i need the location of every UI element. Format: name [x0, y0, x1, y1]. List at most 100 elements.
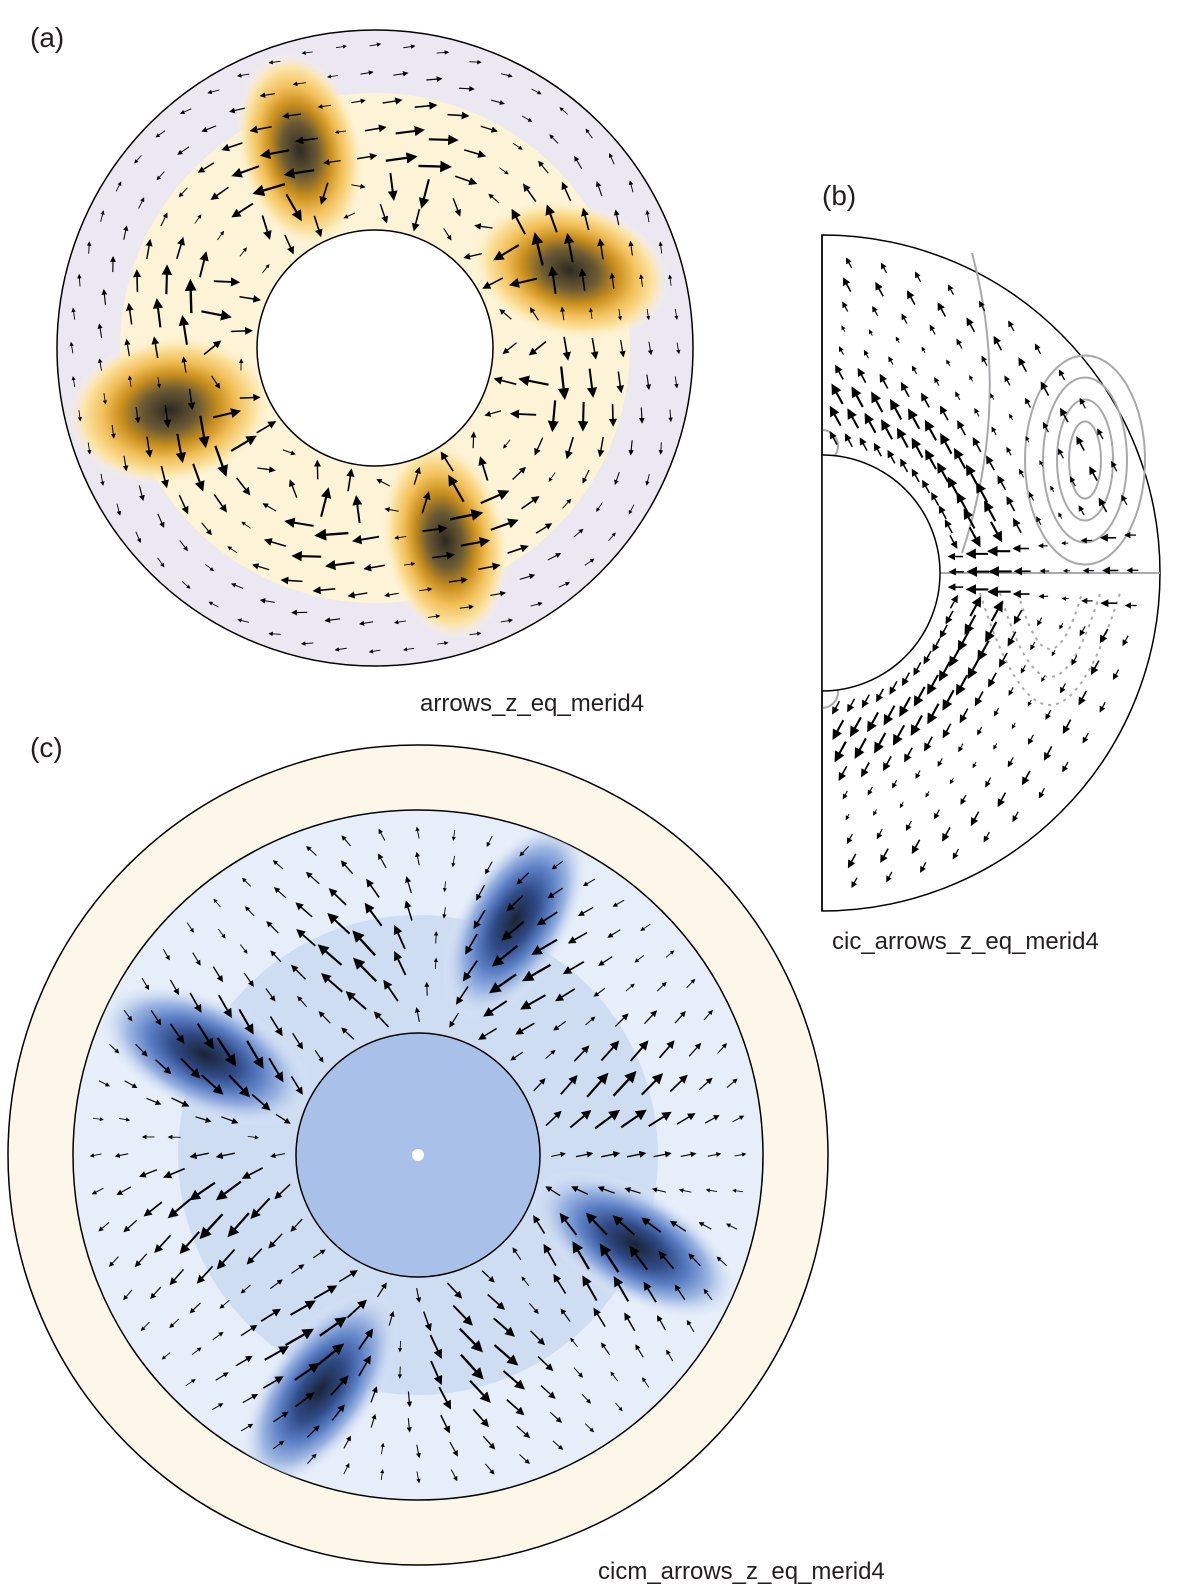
- panel-c-arrow: [192, 952, 201, 966]
- panel-a-arrow: [221, 142, 243, 152]
- panel-a-arrow: [645, 473, 650, 486]
- panel-c-arrow: [481, 1270, 495, 1283]
- panel-c-arrow: [215, 1152, 236, 1160]
- panel-a-arrow: [588, 307, 594, 320]
- panel-a-arrow: [490, 518, 519, 531]
- panel-c-arrow: [376, 1282, 387, 1298]
- panel-c-arrow: [452, 1304, 473, 1326]
- panel-c-arrow: [180, 1057, 201, 1079]
- panel-c-arrow: [330, 1375, 349, 1396]
- panel-c-arrow: [404, 900, 413, 921]
- panel-a-arrow: [469, 631, 482, 636]
- panel-b-arrow: [960, 794, 967, 805]
- panel-c-arrow: [139, 1169, 158, 1178]
- panel-a-arrow: [283, 167, 315, 179]
- panel-c-arrow: [680, 1151, 697, 1158]
- panel-a-arrow: [509, 409, 537, 419]
- panel-a-arrow: [578, 268, 587, 291]
- panel-c-arrow: [339, 1270, 358, 1283]
- panel-b-arrow: [1090, 660, 1100, 675]
- panel-a-arrow: [585, 128, 593, 139]
- panel-a-arrow: [668, 409, 673, 423]
- panel-a-arrow: [291, 550, 322, 562]
- panel-a-arrow: [160, 212, 168, 227]
- panel-c-arrow: [246, 1040, 264, 1069]
- panel-a-arrow: [511, 208, 527, 235]
- panel-c-arrow: [416, 1444, 421, 1459]
- panel-a-arrow: [77, 273, 82, 287]
- panel-c-arrow: [547, 887, 563, 899]
- panel-c-arrow: [269, 1016, 283, 1037]
- panel-b-arrow: [972, 761, 977, 769]
- panel-c-arrow: [251, 1093, 271, 1111]
- panel-c-arrow: [196, 1023, 214, 1050]
- panel-c-arrow: [216, 1248, 236, 1270]
- panel-a-arrow: [259, 92, 275, 98]
- panel-a-arrow: [549, 134, 559, 144]
- panel-b-arrow: [949, 777, 954, 785]
- panel-c-arrows: [89, 826, 747, 1484]
- panel-a-arrow: [156, 376, 162, 389]
- panel-b-arrow: [981, 355, 988, 366]
- panel-c-arrow: [612, 1070, 637, 1097]
- panel-c-arrow: [380, 1469, 385, 1481]
- panel-a-arrow: [548, 472, 556, 482]
- panel-b-arrow: [1069, 476, 1076, 487]
- panel-c-arrow: [397, 1366, 403, 1379]
- panel-b-arrow: [851, 877, 858, 889]
- panel-b-arrow: [993, 707, 1000, 717]
- panel-a-arrow: [335, 44, 347, 49]
- panel-a-arrow: [87, 442, 92, 455]
- panel-c-arrow: [529, 1330, 545, 1346]
- panel-a-arrow: [577, 401, 589, 432]
- panel-b-arrow: [927, 674, 939, 695]
- panel-c-arrow: [352, 930, 376, 957]
- panel-c-arrow: [607, 929, 621, 938]
- panel-c-arrow: [227, 1212, 250, 1238]
- panel-b-contour-left: [961, 252, 991, 554]
- panel-b-arrow: [945, 610, 954, 625]
- panel-c-arrow: [162, 948, 170, 961]
- panel-b-arrow: [901, 313, 908, 324]
- panel-a-arrow: [531, 88, 542, 95]
- panel-c-arrow: [555, 988, 576, 1002]
- panel-c-arrow: [91, 1187, 104, 1195]
- panel-a-arrow: [127, 375, 133, 387]
- panel-a-arrow: [262, 503, 277, 512]
- panel-b-arrow: [990, 393, 995, 400]
- panel-c-arrow: [598, 956, 613, 966]
- panel-a-arrow: [529, 307, 539, 321]
- panel-a-arrow: [628, 240, 634, 256]
- panel-c-arrow: [394, 951, 407, 976]
- panel-a-arrow: [639, 274, 644, 287]
- panel-c-arrow: [429, 1334, 442, 1359]
- panel-b-arrow: [963, 508, 976, 529]
- panel-c-arrow: [625, 983, 635, 992]
- panel-c-arrow: [593, 987, 606, 997]
- panel-b-arrow: [949, 535, 958, 549]
- panel-b-arrow: [1089, 466, 1098, 482]
- panel-a-arrow: [178, 187, 188, 198]
- panel-c-arrow: [676, 1113, 696, 1125]
- panel-c-arrow: [533, 1078, 546, 1092]
- panel-c-arrow: [343, 1435, 352, 1449]
- panel-c-arrow: [307, 1453, 317, 1464]
- panel-a-arrow: [323, 159, 341, 166]
- panel-c-arrow: [449, 1012, 460, 1028]
- panel-a-arrow: [320, 487, 332, 517]
- panel-a-arrow: [608, 403, 617, 427]
- panel-b-arrow: [844, 433, 853, 448]
- panel-a-arrow: [135, 531, 142, 543]
- panel-a-arrow: [447, 111, 470, 120]
- panel-a-arrow: [523, 183, 537, 202]
- panel-a-arrow: [658, 442, 664, 455]
- panel-a-arrow: [614, 471, 620, 486]
- panel-b-arrow: [957, 420, 966, 436]
- panel-b-arrow: [921, 346, 926, 354]
- panel-c-arrow: [416, 1471, 421, 1484]
- panel-c-arrow: [221, 1116, 239, 1124]
- panel-b-arrow: [913, 686, 926, 707]
- panel-b-arrow: [993, 743, 998, 750]
- panel-c-arrow: [415, 851, 420, 866]
- panel-c-caption: cicm_arrows_z_eq_merid4: [598, 1558, 885, 1585]
